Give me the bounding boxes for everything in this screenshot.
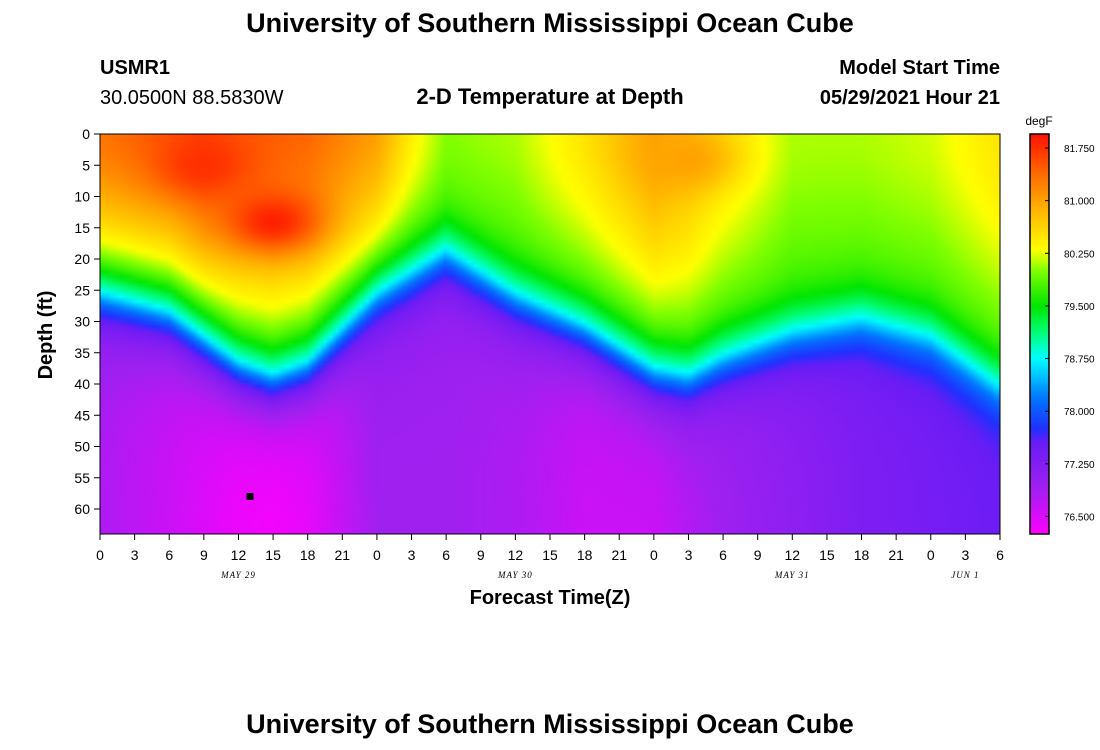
temperature-depth-figure: 051015202530354045505560 0 3 6 9 12 15 18 21 0 3 6… <box>0 0 1100 750</box>
y-axis-title: Depth (ft) <box>35 291 57 380</box>
y-tick-label: 30 <box>74 314 90 330</box>
x-tick-label: 9 <box>754 547 762 563</box>
x-tick-label: 9 <box>477 547 485 563</box>
x-tick-label: 15 <box>265 547 281 563</box>
x-tick-label: 0 <box>96 547 104 563</box>
x-tick-label: 18 <box>854 547 870 563</box>
x-axis-title: Forecast Time(Z) <box>470 587 631 609</box>
date-label: MAY 30 <box>497 570 533 580</box>
temperature-heatmap <box>100 134 1000 534</box>
y-tick-label: 25 <box>74 282 90 298</box>
colorbar-tick-label: 78.750 <box>1064 355 1095 366</box>
x-tick-label: 15 <box>542 547 558 563</box>
y-tick-label: 0 <box>82 126 90 142</box>
y-tick-label: 10 <box>74 189 90 205</box>
x-tick-label: 21 <box>611 547 627 563</box>
x-tick-label: 15 <box>819 547 835 563</box>
x-tick-label: 12 <box>508 547 524 563</box>
x-tick-label: 6 <box>165 547 173 563</box>
colorbar-tick-label: 78.000 <box>1064 407 1095 418</box>
y-tick-label: 20 <box>74 251 90 267</box>
x-tick-label: 3 <box>961 547 969 563</box>
date-labels: MAY 29 MAY 30 MAY 31 JUN 1 <box>220 570 979 580</box>
x-tick-label: 0 <box>650 547 658 563</box>
x-tick-label: 6 <box>996 547 1004 563</box>
x-axis: 0 3 6 9 12 15 18 21 0 3 6 9 12 15 18 21 0 3 6 9 12 15 18 21 0 3 6 <box>96 534 1004 563</box>
y-tick-label: 5 <box>82 157 90 173</box>
x-tick-label: 12 <box>785 547 801 563</box>
date-label: JUN 1 <box>951 570 979 580</box>
x-tick-label: 3 <box>408 547 416 563</box>
x-tick-label: 21 <box>888 547 904 563</box>
y-tick-label: 40 <box>74 376 90 392</box>
colorbar-tick-label: 80.250 <box>1064 249 1095 260</box>
x-tick-label: 12 <box>231 547 247 563</box>
date-label: MAY 29 <box>220 570 256 580</box>
date-label: MAY 31 <box>774 570 810 580</box>
y-tick-label: 45 <box>74 407 90 423</box>
x-tick-label: 18 <box>577 547 593 563</box>
colorbar-tick-label: 77.250 <box>1064 460 1095 471</box>
y-tick-label: 35 <box>74 345 90 361</box>
x-tick-label: 0 <box>373 547 381 563</box>
y-axis: 0 5 10 15 20 25 30 35 40 45 50 55 60 <box>74 126 100 517</box>
x-tick-label: 18 <box>300 547 316 563</box>
colorbar-tick-label: 81.750 <box>1064 144 1095 155</box>
colorbar-tick-label: 79.500 <box>1064 302 1095 313</box>
page-title-bottom: University of Southern Mississippi Ocean… <box>0 709 1100 740</box>
y-tick-label: 55 <box>74 470 90 486</box>
colorbar <box>1030 134 1049 534</box>
x-tick-label: 6 <box>719 547 727 563</box>
x-tick-label: 3 <box>131 547 139 563</box>
x-tick-label: 3 <box>685 547 693 563</box>
x-tick-label: 6 <box>442 547 450 563</box>
y-tick-label: 15 <box>74 220 90 236</box>
x-tick-label: 0 <box>927 547 935 563</box>
y-tick-label: 50 <box>74 439 90 455</box>
colorbar-tick-label: 76.500 <box>1064 512 1095 523</box>
x-tick-label: 9 <box>200 547 208 563</box>
colorbar-ticks: 81.750 81.000 80.250 79.500 78.750 78.000 77.2… <box>1045 144 1095 523</box>
data-marker <box>247 493 254 500</box>
y-tick-label: 60 <box>74 501 90 517</box>
x-tick-label: 21 <box>335 547 351 563</box>
colorbar-tick-label: 81.000 <box>1064 197 1095 208</box>
colorbar-unit-label: degF <box>1025 114 1052 128</box>
